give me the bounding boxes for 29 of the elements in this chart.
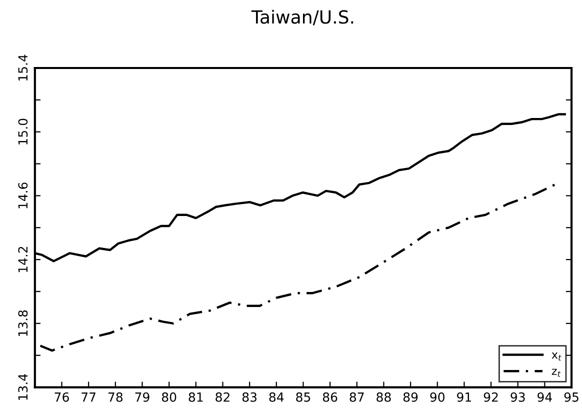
x-tick-label: 82 <box>216 392 230 402</box>
x-tick-label: 81 <box>188 392 203 402</box>
y-tick-label: 13.8 <box>18 310 28 336</box>
x-tick-label: 88 <box>376 392 391 402</box>
x-tick-label: 76 <box>54 392 69 402</box>
x-tick-label: 84 <box>269 392 284 402</box>
x-tick-label: 86 <box>322 392 338 402</box>
x-tick-label: 93 <box>510 392 525 402</box>
x-tick-label: 94 <box>538 392 552 402</box>
legend-label: x$_{t}$ <box>552 352 562 360</box>
x-tick-label: 87 <box>350 392 364 402</box>
x-tick-label: 85 <box>296 392 310 402</box>
x-tick-label: 83 <box>242 392 257 402</box>
legend-label: z$_{t}$ <box>552 368 561 377</box>
x-tick-label: 78 <box>108 392 123 402</box>
x-tick-label: 79 <box>135 392 150 402</box>
y-tick-label: 15.4 <box>18 54 28 81</box>
x-tick-label: 91 <box>457 392 471 402</box>
x-tick-label: 89 <box>403 392 418 402</box>
x-tick-label: 90 <box>430 392 444 402</box>
y-tick-label: 13.4 <box>18 374 28 400</box>
y-tick-label: 15.0 <box>18 118 28 144</box>
x-tick-label: 77 <box>82 392 96 402</box>
y-tick-label: 14.6 <box>18 182 28 208</box>
x-tick-label: 95 <box>564 392 578 402</box>
y-tick-label: 14.2 <box>18 246 28 272</box>
x-tick-label: 80 <box>162 392 176 402</box>
chart-title: Taiwan/U.S. <box>251 10 354 26</box>
x-tick-label: 92 <box>484 392 498 402</box>
